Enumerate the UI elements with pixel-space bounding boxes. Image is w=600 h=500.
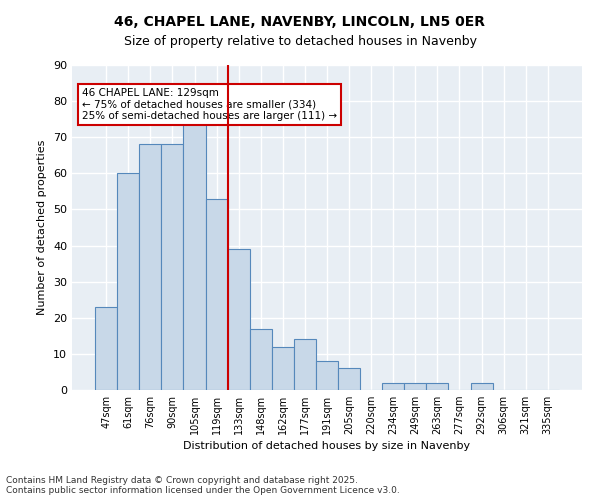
Bar: [161, 144, 184, 390]
X-axis label: Distribution of detached houses by size in Navenby: Distribution of detached houses by size …: [184, 442, 470, 452]
Bar: [206, 198, 227, 390]
Bar: [294, 340, 316, 390]
Bar: [316, 361, 338, 390]
Bar: [427, 383, 448, 390]
Bar: [404, 383, 427, 390]
Bar: [470, 383, 493, 390]
Text: 46 CHAPEL LANE: 129sqm
← 75% of detached houses are smaller (334)
25% of semi-de: 46 CHAPEL LANE: 129sqm ← 75% of detached…: [82, 88, 337, 121]
Text: Contains HM Land Registry data © Crown copyright and database right 2025.
Contai: Contains HM Land Registry data © Crown c…: [6, 476, 400, 495]
Bar: [250, 328, 272, 390]
Bar: [227, 249, 250, 390]
Y-axis label: Number of detached properties: Number of detached properties: [37, 140, 47, 315]
Bar: [382, 383, 404, 390]
Bar: [117, 174, 139, 390]
Bar: [338, 368, 360, 390]
Bar: [95, 307, 117, 390]
Bar: [139, 144, 161, 390]
Bar: [184, 116, 206, 390]
Text: Size of property relative to detached houses in Navenby: Size of property relative to detached ho…: [124, 35, 476, 48]
Text: 46, CHAPEL LANE, NAVENBY, LINCOLN, LN5 0ER: 46, CHAPEL LANE, NAVENBY, LINCOLN, LN5 0…: [115, 15, 485, 29]
Bar: [272, 346, 294, 390]
